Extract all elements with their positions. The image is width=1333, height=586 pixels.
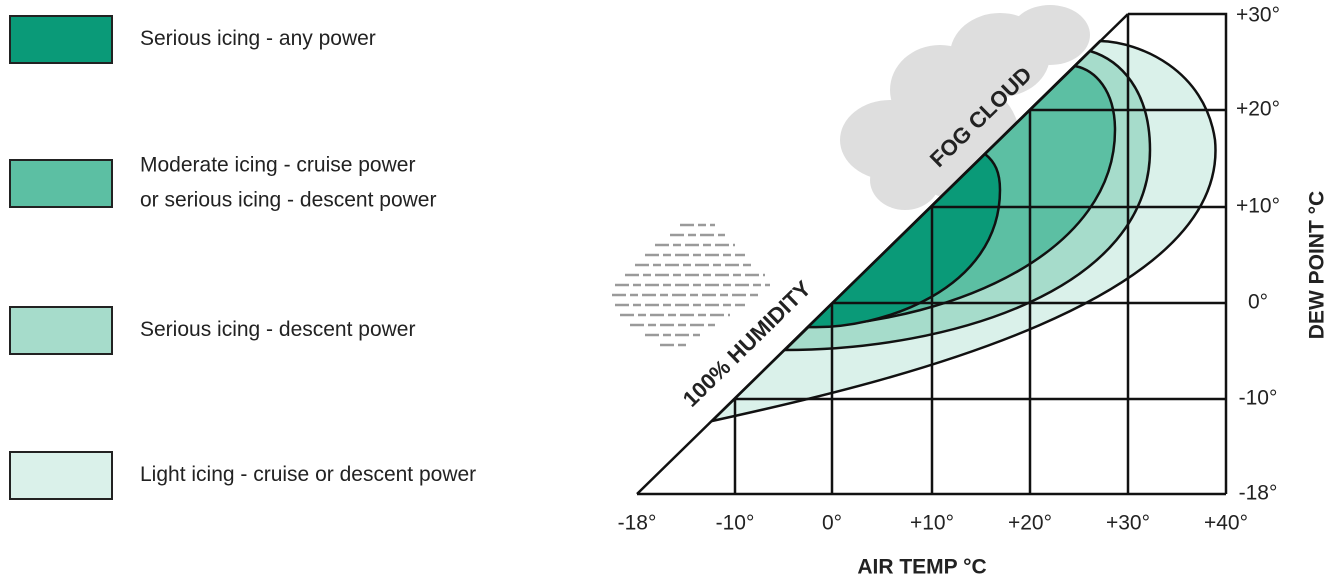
- x-tick-label: +40°: [1204, 512, 1248, 535]
- y-tick-label: -10°: [1239, 387, 1278, 410]
- y-tick-label: 0°: [1248, 291, 1268, 314]
- legend-swatch: [10, 16, 112, 63]
- x-tick-label: -18°: [618, 512, 657, 535]
- legend-label: or serious icing - descent power: [140, 189, 436, 212]
- legend-label: Serious icing - descent power: [140, 318, 415, 341]
- legend-label: Moderate icing - cruise power: [140, 154, 415, 177]
- x-tick-label: 0°: [822, 512, 842, 535]
- y-tick-label: +10°: [1236, 195, 1280, 218]
- legend-swatch: [10, 160, 112, 207]
- y-tick-label: +20°: [1236, 98, 1280, 121]
- legend-swatch: [10, 452, 112, 499]
- x-tick-label: +10°: [910, 512, 954, 535]
- x-axis-title: AIR TEMP °C: [857, 556, 986, 579]
- legend-swatch: [10, 307, 112, 354]
- y-tick-label: -18°: [1239, 482, 1278, 505]
- y-tick-label: +30°: [1236, 4, 1280, 27]
- legend-label: Serious icing - any power: [140, 27, 376, 50]
- x-tick-label: +30°: [1106, 512, 1150, 535]
- legend-label: Light icing - cruise or descent power: [140, 463, 476, 486]
- x-tick-label: -10°: [716, 512, 755, 535]
- icing-diagram: FOG CLOUD 100% HUMIDITY AIR TEMP °C DEW …: [0, 0, 1333, 581]
- y-axis-title: DEW POINT °C: [1306, 191, 1329, 339]
- x-tick-label: +20°: [1008, 512, 1052, 535]
